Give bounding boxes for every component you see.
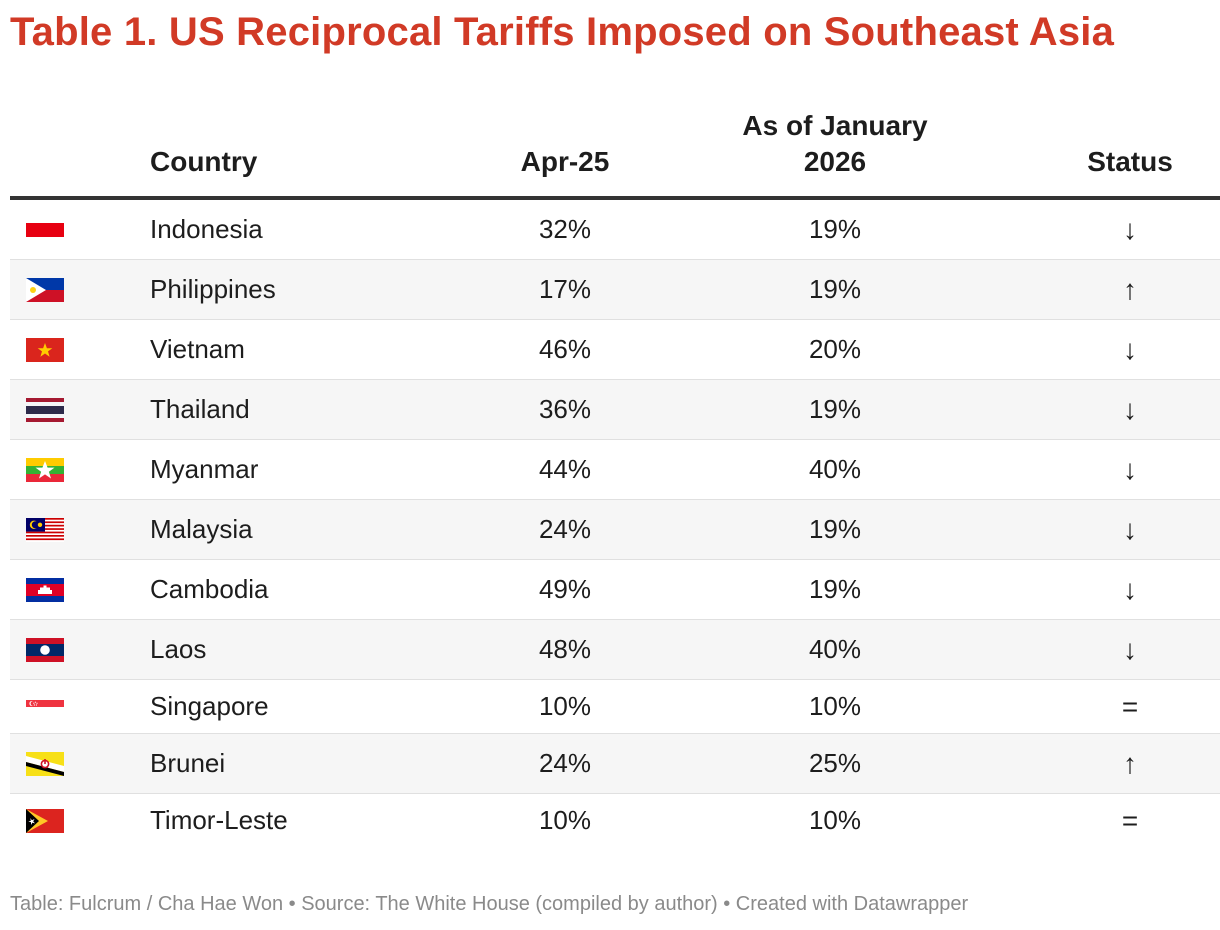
- table-row: Cambodia 49% 19% ↓: [10, 559, 1220, 620]
- status-cell: ↓: [1040, 559, 1220, 620]
- country-cell: Myanmar: [140, 439, 500, 500]
- jan2026-cell: 19%: [630, 198, 1040, 260]
- country-cell: Vietnam: [140, 319, 500, 380]
- flag-cell: [10, 619, 140, 680]
- flag-cell: [10, 733, 140, 794]
- flag-cell: [10, 439, 140, 500]
- country-cell: Philippines: [140, 259, 500, 320]
- table-row: Thailand 36% 19% ↓: [10, 379, 1220, 440]
- flag-cell: [10, 259, 140, 320]
- country-cell: Laos: [140, 619, 500, 680]
- jan2026-cell: 10%: [630, 679, 1040, 734]
- apr25-cell: 44%: [500, 439, 630, 500]
- status-cell: =: [1040, 679, 1220, 734]
- flag-cell: [10, 499, 140, 560]
- flag-cell: [10, 198, 140, 260]
- vietnam-flag-icon: [26, 337, 64, 362]
- country-cell: Timor-Leste: [150, 805, 288, 835]
- apr25-cell: 32%: [500, 198, 630, 260]
- indonesia-flag-icon: [26, 222, 64, 237]
- timor-leste-flag-icon: [26, 808, 64, 833]
- cambodia-flag-icon: [26, 577, 64, 602]
- philippines-flag-icon: [26, 277, 64, 302]
- flag-cell: [10, 794, 140, 848]
- jan2026-cell: 40%: [630, 619, 1040, 680]
- thailand-flag-icon: [26, 397, 64, 422]
- apr25-cell: 49%: [500, 559, 630, 620]
- status-cell: ↓: [1040, 439, 1220, 500]
- country-cell: Indonesia: [140, 198, 500, 260]
- table-row: Indonesia 32% 19% ↓: [10, 198, 1220, 260]
- jan2026-cell: 40%: [630, 439, 1040, 500]
- table-row: Myanmar 44% 40% ↓: [10, 439, 1220, 500]
- jan2026-column-header[interactable]: As of January 2026: [630, 108, 1040, 200]
- status-column-header[interactable]: Status: [1040, 108, 1220, 200]
- status-cell: ↓: [1040, 619, 1220, 680]
- apr25-column-header[interactable]: Apr-25: [500, 108, 630, 200]
- country-cell: Singapore: [140, 679, 500, 734]
- country-cell: Malaysia: [140, 499, 500, 560]
- apr25-cell: 46%: [500, 319, 630, 380]
- flag-cell: [10, 559, 140, 620]
- country-cell: Brunei: [140, 733, 500, 794]
- status-cell: ↑: [1040, 259, 1220, 320]
- status-cell: ↓: [1040, 319, 1220, 380]
- table-row: Philippines 17% 19% ↑: [10, 259, 1220, 320]
- tariff-table: Country Apr-25 As of January 2026 Status…: [10, 108, 1220, 847]
- singapore-flag-icon: [26, 699, 64, 714]
- flag-cell: [10, 679, 140, 734]
- apr25-cell: 48%: [500, 619, 630, 680]
- table-header-row: Country Apr-25 As of January 2026 Status: [10, 108, 1220, 200]
- jan2026-header-label: As of January 2026: [742, 110, 928, 177]
- laos-flag-icon: [26, 637, 64, 662]
- jan2026-cell: 19%: [630, 259, 1040, 320]
- source-footer: Table: Fulcrum / Cha Hae Won • Source: T…: [10, 893, 969, 915]
- table-row: Timor-Leste 10% 10% =: [10, 794, 1220, 848]
- table-row: Laos 48% 40% ↓: [10, 619, 1220, 680]
- brunei-flag-icon: [26, 751, 64, 776]
- table-row: Vietnam 46% 20% ↓: [10, 319, 1220, 380]
- page-title: Table 1. US Reciprocal Tariffs Imposed o…: [10, 10, 1115, 54]
- myanmar-flag-icon: [26, 457, 64, 482]
- malaysia-flag-icon: [26, 517, 64, 542]
- apr25-cell: 10%: [500, 679, 630, 734]
- status-cell: ↑: [1040, 733, 1220, 794]
- jan2026-cell: 20%: [630, 319, 1040, 380]
- table-row: Malaysia 24% 19% ↓: [10, 499, 1220, 560]
- status-cell: ↓: [1040, 499, 1220, 560]
- jan2026-cell: 19%: [630, 379, 1040, 440]
- apr25-cell: 17%: [500, 259, 630, 320]
- country-cell: Thailand: [140, 379, 500, 440]
- flag-cell: [10, 379, 140, 440]
- jan2026-cell: 19%: [630, 499, 1040, 560]
- jan2026-cell: 25%: [630, 733, 1040, 794]
- flag-cell: [10, 319, 140, 380]
- status-cell: =: [1121, 804, 1139, 836]
- flag-column-header: [10, 108, 140, 200]
- country-cell: Cambodia: [140, 559, 500, 620]
- apr25-cell: 24%: [500, 499, 630, 560]
- status-cell: ↓: [1040, 198, 1220, 260]
- table-row: Singapore 10% 10% =: [10, 679, 1220, 734]
- jan2026-cell: 10%: [808, 805, 862, 835]
- status-cell: ↓: [1040, 379, 1220, 440]
- country-column-header[interactable]: Country: [140, 108, 500, 200]
- apr25-cell: 24%: [500, 733, 630, 794]
- apr25-cell: 10%: [538, 805, 592, 835]
- jan2026-cell: 19%: [630, 559, 1040, 620]
- table-row: Brunei 24% 25% ↑: [10, 733, 1220, 794]
- apr25-cell: 36%: [500, 379, 630, 440]
